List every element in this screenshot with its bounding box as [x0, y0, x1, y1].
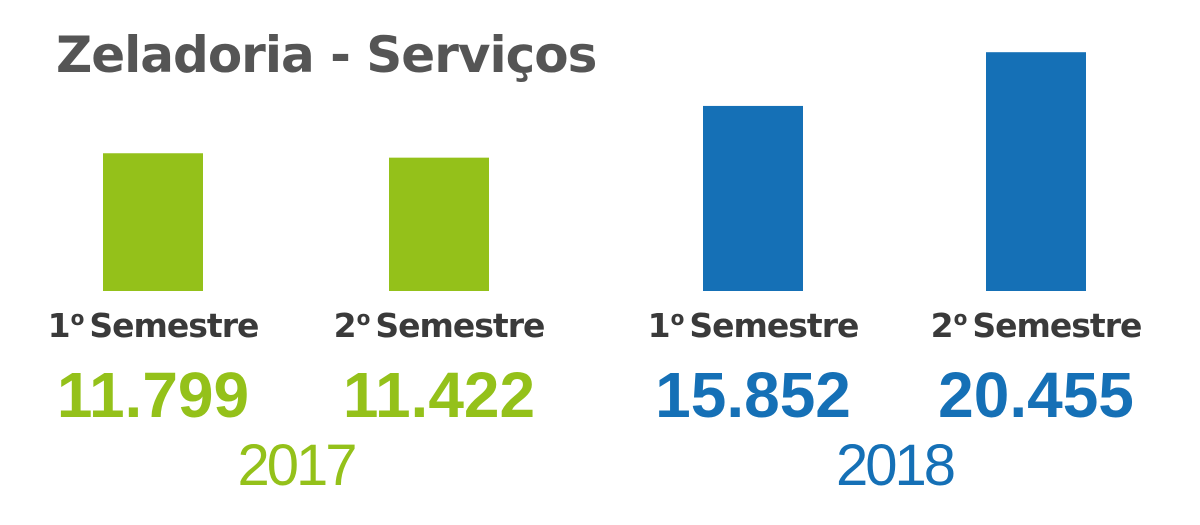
category-text: Semestre [375, 306, 545, 345]
category-number: 2 [333, 306, 357, 345]
bar-4 [986, 52, 1086, 291]
value-label-2: 11.422 [342, 359, 536, 431]
category-ordinal: o [70, 306, 85, 330]
year-label-2017: 2017 [237, 433, 357, 498]
category-label-1: 1o Semestre [47, 306, 260, 345]
category-text: Semestre [972, 306, 1142, 345]
value-label-3: 15.852 [655, 359, 851, 431]
bar-1 [103, 153, 203, 291]
category-label-4: 2o Semestre [930, 306, 1143, 345]
category-text: Semestre [689, 306, 859, 345]
category-number: 1 [647, 306, 671, 345]
category-label-3: 1o Semestre [647, 306, 860, 345]
category-ordinal: o [356, 306, 371, 330]
bar-3 [703, 105, 803, 291]
bar-2 [389, 157, 489, 291]
year-label-2018: 2018 [835, 433, 956, 498]
category-ordinal: o [953, 306, 968, 330]
category-label-2: 2o Semestre [333, 306, 546, 345]
value-label-4: 20.455 [938, 359, 1134, 431]
category-number: 1 [47, 306, 71, 345]
value-label-1: 11.799 [56, 359, 250, 431]
category-number: 2 [930, 306, 954, 345]
category-text: Semestre [89, 306, 259, 345]
chart-title: Zeladoria - Serviços [56, 26, 597, 84]
category-ordinal: o [670, 306, 685, 330]
